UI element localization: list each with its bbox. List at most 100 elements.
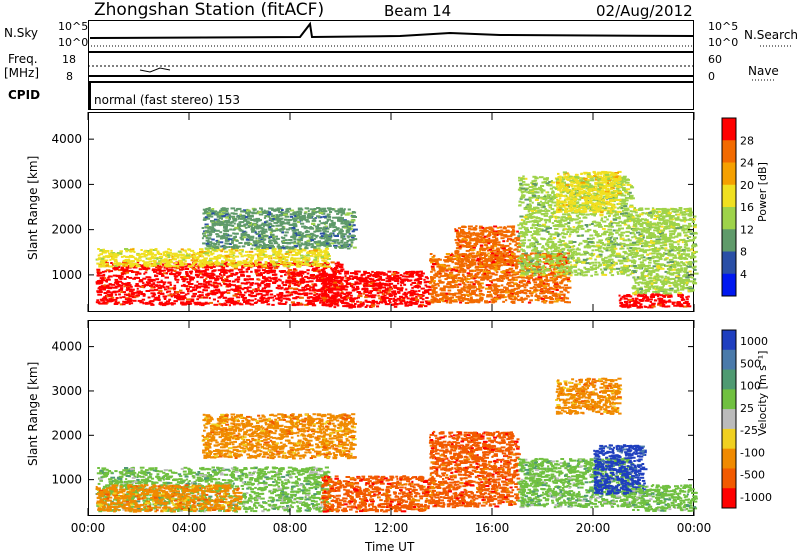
data-pixel [306,296,309,299]
data-pixel [261,232,266,235]
data-pixel [484,254,489,257]
data-pixel [233,209,238,212]
data-pixel [348,223,352,226]
data-pixel [371,303,376,306]
data-pixel [202,208,208,211]
data-pixel [381,286,386,289]
data-pixel [485,287,489,290]
data-pixel [319,216,323,219]
data-pixel [205,236,209,239]
data-pixel [312,263,315,266]
data-pixel [247,215,250,218]
data-pixel [204,210,209,213]
data-pixel [268,207,273,210]
data-pixel [116,301,120,304]
data-pixel [247,236,252,239]
data-pixel [98,286,102,289]
data-pixel [551,273,557,276]
data-pixel [443,259,447,262]
data-pixel [441,264,445,267]
data-pixel [192,267,197,270]
data-pixel [340,289,343,291]
data-pixel [326,218,331,221]
data-pixel [450,269,453,272]
data-pixel [208,259,213,262]
data-pixel [225,212,230,215]
data-pixel [340,292,345,295]
data-pixel [484,267,487,270]
data-pixel [527,275,530,278]
data-pixel [167,251,172,254]
data-pixel [481,278,485,281]
data-pixel [255,272,259,275]
data-pixel [221,215,226,217]
data-pixel [296,257,301,260]
data-pixel [257,235,261,238]
data-pixel [567,301,571,304]
data-pixel [264,244,270,246]
data-pixel [489,265,493,268]
data-pixel [224,291,228,294]
data-pixel [493,268,498,271]
data-pixel [223,229,226,232]
data-pixel [128,302,134,305]
data-pixel [283,265,286,268]
data-pixel [539,272,542,275]
data-pixel [292,212,297,214]
data-pixel [225,239,230,242]
data-pixel [314,246,317,248]
data-pixel [281,211,285,214]
data-pixel [273,261,278,264]
data-pixel [320,235,325,238]
data-pixel [264,261,268,263]
data-pixel [494,269,498,272]
data-pixel [455,275,458,278]
data-pixel [388,288,392,291]
data-pixel [320,256,324,259]
data-pixel [359,301,362,304]
freq-label: Freq. [8,52,38,66]
data-pixel [114,264,119,267]
data-pixel [405,275,411,278]
data-pixel [106,278,111,281]
data-pixel [465,298,470,300]
data-pixel [223,245,227,248]
data-pixel [476,298,479,301]
data-pixel [299,273,303,276]
data-pixel [259,224,262,227]
data-pixel [283,234,288,237]
data-pixel [336,293,339,295]
data-pixel [125,264,128,267]
data-pixel [232,284,236,287]
data-pixel [457,271,462,274]
data-pixel [356,300,359,303]
data-pixel [235,245,238,248]
data-pixel [259,240,265,243]
data-pixel [256,225,260,228]
data-pixel [97,254,101,257]
data-pixel [216,215,222,218]
data-pixel [549,273,553,276]
data-pixel [204,226,209,229]
data-pixel [218,264,223,267]
data-pixel [485,301,489,304]
data-pixel [538,277,543,280]
data-pixel [377,282,381,285]
data-pixel [254,242,257,245]
data-pixel [354,288,358,291]
data-pixel [329,287,334,290]
data-pixel [255,237,258,240]
data-pixel [409,300,413,303]
data-pixel [487,286,492,289]
data-pixel [424,305,428,308]
data-pixel [427,303,431,306]
data-pixel [198,264,203,267]
data-pixel [196,295,202,298]
data-pixel [553,277,558,280]
data-pixel [163,272,168,275]
data-pixel [228,304,231,307]
data-pixel [353,246,357,249]
data-pixel [350,212,354,215]
data-pixel [313,249,318,252]
data-pixel [248,211,251,214]
